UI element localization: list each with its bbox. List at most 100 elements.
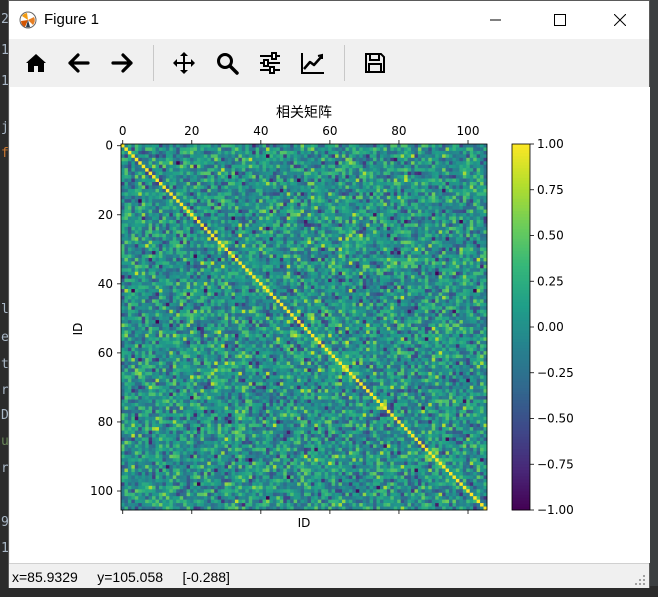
heatmap-cell: [290, 168, 294, 172]
heatmap-cell: [248, 244, 253, 248]
heatmap-cell: [193, 278, 198, 283]
heatmap-cell: [445, 244, 450, 248]
heatmap-cell: [286, 181, 291, 186]
heatmap-cell: [269, 230, 274, 235]
heatmap-cell: [480, 226, 484, 231]
heatmap-cell: [190, 154, 194, 159]
heatmap-cell: [345, 219, 350, 224]
heatmap-cell: [314, 171, 319, 176]
heatmap-cell: [310, 244, 315, 248]
heatmap-cell: [155, 264, 160, 269]
heatmap-cell: [462, 230, 467, 235]
heatmap-cell: [417, 188, 422, 193]
ide-gutter-char: l: [1, 302, 9, 317]
heatmap-cell: [417, 244, 422, 248]
heatmap-cell: [134, 216, 139, 221]
heatmap-cell: [445, 251, 450, 255]
minimize-button[interactable]: [473, 1, 519, 39]
heatmap-cell: [238, 216, 243, 221]
heatmap-cell: [121, 144, 125, 148]
heatmap-cell: [459, 292, 464, 297]
heatmap-cell: [207, 233, 212, 238]
heatmap-cell: [127, 251, 132, 255]
heatmap-cell: [190, 244, 194, 248]
heatmap-cell: [459, 278, 464, 283]
heatmap-cell: [141, 230, 146, 235]
heatmap-cell: [259, 240, 263, 245]
heatmap-cell: [348, 206, 353, 210]
heatmap-cell: [207, 264, 212, 269]
heatmap-cell: [449, 147, 453, 152]
heatmap-cell: [424, 195, 429, 200]
heatmap-cell: [207, 275, 212, 280]
heatmap-cell: [390, 157, 395, 162]
heatmap-cell: [455, 206, 460, 210]
heatmap-cell: [186, 240, 191, 245]
heatmap-cell: [165, 226, 170, 231]
forward-button[interactable]: [105, 46, 139, 80]
heatmap-cell: [121, 302, 125, 307]
heatmap-cell: [393, 271, 398, 276]
heatmap-cell: [169, 209, 174, 214]
heatmap-cell: [390, 171, 395, 176]
home-button[interactable]: [19, 46, 53, 80]
pan-button[interactable]: [167, 46, 201, 80]
heatmap-cell: [348, 195, 353, 200]
heatmap-cell: [297, 199, 301, 204]
heatmap-cell: [449, 157, 453, 162]
maximize-button[interactable]: [537, 1, 583, 39]
heatmap-cell: [452, 192, 457, 197]
heatmap-cell: [404, 257, 408, 262]
heatmap-cell: [317, 292, 322, 297]
heatmap-cell: [283, 254, 288, 259]
heatmap-cell: [314, 223, 319, 228]
close-button[interactable]: [597, 1, 643, 39]
heatmap-cell: [476, 282, 481, 286]
heatmap-cell: [158, 289, 163, 293]
heatmap-cell: [317, 164, 322, 169]
heatmap-cell: [207, 202, 212, 207]
heatmap-cell: [362, 161, 367, 166]
heatmap-cell: [476, 206, 481, 210]
heatmap-cell: [152, 178, 156, 183]
heatmap-cell: [266, 216, 270, 221]
heatmap-cell: [169, 275, 174, 280]
heatmap-cell: [183, 209, 187, 214]
heatmap-cell: [172, 261, 177, 266]
save-button[interactable]: [358, 46, 392, 80]
heatmap-cell: [190, 295, 194, 300]
heatmap-cell: [421, 178, 426, 183]
heatmap-cell: [379, 275, 384, 280]
heatmap-cell: [352, 223, 357, 228]
heatmap-cell: [411, 188, 415, 193]
heatmap-cell: [324, 209, 329, 214]
heatmap-cell: [328, 188, 332, 193]
configure-subplots-button[interactable]: [253, 46, 287, 80]
heatmap-cell: [386, 240, 391, 245]
heatmap-cell: [134, 302, 139, 307]
heatmap-cell: [234, 292, 239, 297]
heatmap-cell: [431, 161, 436, 166]
heatmap-cell: [341, 247, 346, 252]
heatmap-cell: [162, 144, 167, 148]
heatmap-cell: [386, 278, 391, 283]
edit-axes-button[interactable]: [296, 46, 330, 80]
heatmap-cell: [231, 168, 236, 172]
heatmap-cell: [362, 302, 367, 307]
heatmap-cell: [355, 289, 360, 293]
heatmap-cell: [345, 292, 350, 297]
heatmap-cell: [127, 168, 132, 172]
figure-canvas[interactable]: 相关矩阵 0 20 40 60 80 100 0 20 40 60 80 100 ID ID 1.0…: [10, 87, 650, 563]
heatmap-cell: [121, 157, 125, 162]
heatmap-cell: [255, 285, 260, 290]
heatmap-cell: [276, 257, 281, 262]
heatmap-cell: [321, 164, 326, 169]
back-button[interactable]: [62, 46, 96, 80]
heatmap-cell: [428, 161, 433, 166]
heatmap-cell: [134, 254, 139, 259]
heatmap-cell: [214, 213, 219, 217]
heatmap-cell: [158, 171, 163, 176]
heatmap-cell: [466, 299, 471, 304]
heatmap-cell: [176, 206, 181, 210]
zoom-button[interactable]: [210, 46, 244, 80]
